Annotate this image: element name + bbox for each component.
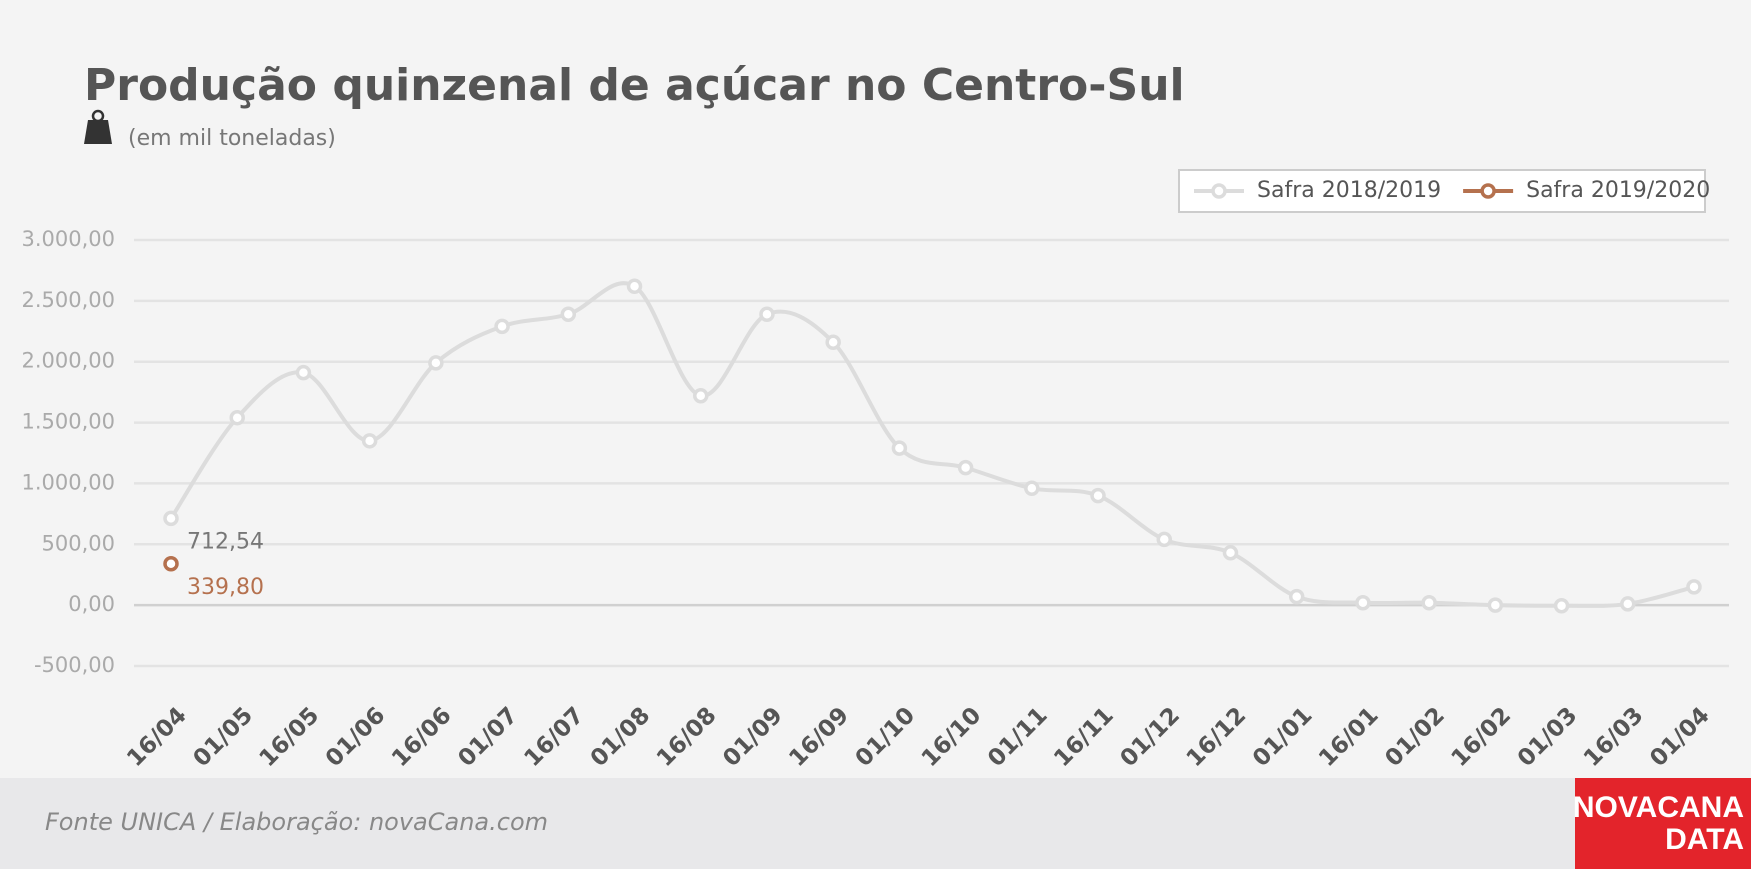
point [163,556,179,572]
point [229,409,245,426]
point [957,459,974,476]
y-tick-label: 3.000,00 [21,227,115,251]
y-tick-label: 2.500,00 [21,288,115,312]
point [1288,588,1305,605]
legend-box [1178,169,1706,213]
legend-label: Safra 2019/2020 [1526,178,1710,203]
brand-box [1575,778,1751,869]
data-label: 712,54 [187,529,264,554]
point [494,318,510,335]
point [1421,594,1437,611]
point [759,306,775,322]
point [1090,487,1106,504]
point [1553,598,1570,614]
point [428,355,444,371]
y-tick-label: -500,00 [34,653,115,677]
legend-marker [1211,183,1227,199]
chart-subtitle: (em mil toneladas) [128,126,336,151]
point [560,306,577,322]
brand-text: DATA [1665,823,1744,856]
chart-title: Produção quinzenal de açúcar no Centro-S… [84,60,1185,111]
point [1222,545,1239,561]
legend-marker [1480,183,1496,199]
weight-icon [84,109,112,144]
point [692,388,709,404]
source: Fonte UNICA / Elaboração: novaCana.com [45,808,548,836]
point [1620,596,1636,612]
point [891,440,908,456]
point [1355,594,1371,611]
point [163,510,179,527]
point [626,278,643,295]
y-tick-label: 500,00 [42,531,115,555]
point [825,334,841,350]
brand-text: NOVACANA [1573,791,1744,824]
point [295,364,312,381]
point [1156,531,1173,548]
y-tick-label: 0,00 [68,592,115,616]
point [1487,597,1504,613]
y-tick-label: 1.500,00 [21,410,115,434]
y-tick-label: 2.000,00 [21,349,115,373]
y-tick-label: 1.000,00 [21,470,115,494]
footer [0,778,1751,869]
point [1686,579,1702,595]
point [1024,480,1040,497]
legend-label: Safra 2018/2019 [1257,178,1441,203]
data-label: 339,80 [187,575,264,600]
point [361,433,378,449]
